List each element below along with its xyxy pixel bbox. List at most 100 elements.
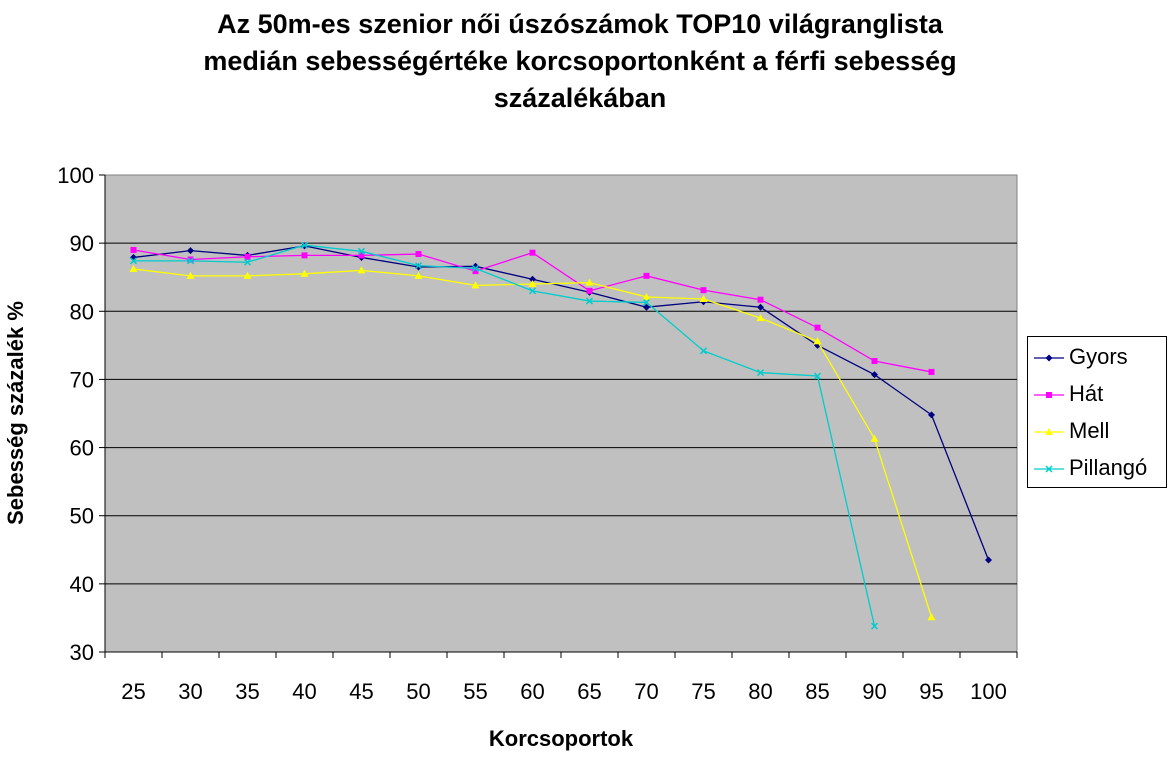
data-point [243, 258, 252, 266]
data-point [871, 371, 878, 379]
data-point [643, 303, 650, 311]
data-point [585, 297, 594, 305]
y-tick-label: 80 [70, 299, 94, 324]
data-point [300, 241, 309, 249]
data-point [642, 292, 651, 300]
legend-item-hat: Hát [1028, 380, 1168, 410]
x-tick-label: 30 [178, 679, 202, 704]
data-point [187, 256, 194, 263]
data-point [415, 251, 422, 258]
series-2 [129, 265, 936, 621]
x-tick-label: 40 [292, 679, 316, 704]
legend-swatch [1034, 465, 1064, 473]
data-point [813, 372, 822, 380]
y-tick-label: 30 [70, 640, 94, 665]
data-point [186, 271, 195, 279]
data-point [870, 434, 879, 442]
data-point [471, 264, 480, 272]
legend: Gyors Hát Mell Pillangó [1027, 336, 1167, 488]
legend-label: Mell [1069, 418, 1110, 443]
legend-marker [1045, 465, 1053, 473]
legend-swatch [1034, 428, 1064, 435]
data-point [757, 303, 764, 311]
chart-title: Az 50m-es szenior női úszószámok TOP10 v… [0, 6, 1160, 117]
x-tick-label: 85 [805, 679, 829, 704]
data-point [871, 358, 878, 365]
data-point [528, 280, 537, 288]
legend-item-gyors: Gyors [1028, 343, 1168, 373]
chart-title-line: medián sebességértéke korcsoportonként a… [203, 46, 957, 76]
x-tick-label: 65 [577, 679, 601, 704]
x-tick-label: 35 [235, 679, 259, 704]
data-point [129, 265, 138, 273]
data-point [129, 257, 138, 265]
data-point [414, 271, 423, 279]
data-point [756, 314, 765, 322]
data-point [699, 295, 708, 303]
data-point [187, 247, 194, 255]
data-point [700, 287, 707, 294]
data-point [301, 252, 308, 259]
x-tick-label: 100 [970, 679, 1007, 704]
y-tick-label: 90 [70, 231, 94, 256]
data-point [357, 247, 366, 255]
data-point [813, 337, 822, 345]
series-layer [129, 241, 992, 630]
data-point [357, 266, 366, 274]
legend-label: Pillangó [1069, 455, 1148, 480]
x-ticks: 25 30 35 40 45 50 55 60 65 70 75 80 85 90 95 100 [104, 652, 1018, 704]
data-point [243, 271, 252, 279]
x-tick-label: 90 [862, 679, 886, 704]
legend-label: Gyors [1069, 344, 1128, 369]
data-point [927, 613, 936, 621]
data-point [756, 369, 765, 377]
legend-swatch [1034, 354, 1064, 362]
x-tick-label: 45 [349, 679, 373, 704]
y-ticks: 30 40 50 60 70 80 90 100 [57, 163, 105, 665]
legend-marker [1045, 354, 1053, 362]
data-point [870, 622, 879, 630]
legend-marker [1046, 392, 1052, 398]
data-point [642, 298, 651, 306]
y-tick-label: 100 [57, 163, 94, 188]
y-tick-label: 40 [70, 572, 94, 597]
data-point [585, 278, 594, 286]
series-line [133, 245, 990, 561]
chart-title-line: Az 50m-es szenior női úszószámok TOP10 v… [217, 9, 943, 39]
data-point [757, 296, 764, 303]
x-tick-label: 95 [919, 679, 943, 704]
data-point [586, 287, 593, 294]
y-tick-label: 50 [70, 504, 94, 529]
data-point [472, 268, 479, 275]
x-axis-label: Korcsoportok [489, 726, 634, 751]
data-point [928, 411, 935, 419]
data-point [414, 262, 423, 270]
y-tick-label: 70 [70, 367, 94, 392]
x-tick-label: 55 [463, 679, 487, 704]
legend-label: Hát [1069, 381, 1104, 406]
x-tick-label: 80 [748, 679, 772, 704]
data-point [244, 253, 251, 260]
chart-title-line: százalékában [493, 83, 667, 113]
data-point [985, 556, 992, 564]
x-tick-label: 75 [691, 679, 715, 704]
plot-area [104, 174, 1018, 653]
data-point [186, 257, 195, 265]
series-3 [129, 241, 879, 630]
data-point [358, 252, 365, 259]
x-tick-label: 50 [406, 679, 430, 704]
data-point [814, 324, 821, 331]
data-point [529, 249, 536, 256]
data-point [529, 275, 536, 283]
data-point [928, 368, 935, 375]
x-tick-label: 25 [121, 679, 145, 704]
data-point [528, 287, 537, 295]
y-tick-label: 60 [70, 436, 94, 461]
data-point [130, 246, 137, 253]
legend-marker [1045, 428, 1053, 435]
x-tick-label: 70 [634, 679, 658, 704]
x-tick-label: 60 [520, 679, 544, 704]
data-point [643, 272, 650, 279]
y-axis-label: Sebesség százalék % [3, 301, 28, 525]
